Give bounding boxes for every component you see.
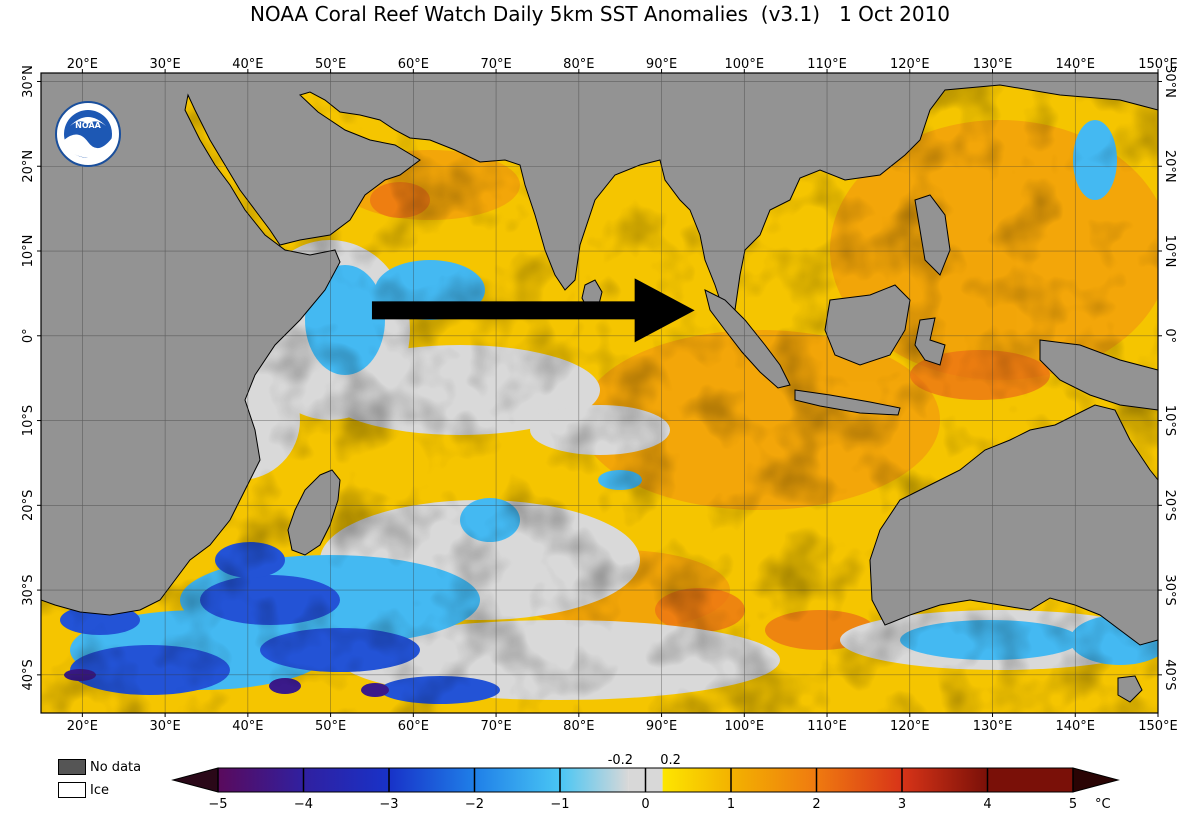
colorbar-segment [731,768,817,792]
no-data-swatch [58,759,86,775]
colorbar-minor-label: 0.2 [660,753,681,768]
lat-label-right: 30°S [1162,574,1177,605]
lon-label-top: 130°E [973,57,1013,72]
lat-label-left: 20°S [21,490,36,521]
colorbar-segment [662,768,731,792]
lon-label-bottom: 130°E [973,719,1013,734]
no-data-label: No data [90,759,142,775]
lon-label-bottom: 100°E [725,719,765,734]
lat-label-right: 10°S [1162,405,1177,436]
lat-label-right: 10°N [1162,235,1177,268]
lat-label-left: 0° [21,328,36,343]
philippines [914,194,951,276]
lon-label-bottom: 110°E [807,719,847,734]
colorbar-tick-label: −5 [208,797,227,812]
graticule [41,73,1158,713]
lon-label-top: 30°E [149,57,180,72]
lat-label-left: 10°N [21,235,36,268]
lat-labels-right: 30°N 20°N 10°N 0° 10°S 20°S 30°S 40°S [1158,65,1177,691]
lon-label-bottom: 140°E [1055,719,1095,734]
colorbar-tick-label: 2 [812,797,820,812]
java [794,389,901,416]
lat-label-right: 0° [1162,328,1177,343]
colorbar-tick-label: 0 [641,797,649,812]
sumatra [704,289,791,389]
lon-label-top: 140°E [1055,57,1095,72]
lon-label-top: 150°E [1138,57,1178,72]
colorbar-tick-label: 5 [1069,797,1077,812]
arrow-right-icon [371,278,695,343]
lon-label-bottom: 60°E [398,719,429,734]
lon-label-bottom: 40°E [232,719,263,734]
lon-label-top: 80°E [563,57,594,72]
colorbar-tick-label: −2 [465,797,484,812]
colorbar-tick-label: −1 [550,797,569,812]
legend-no-data: No data [58,759,141,775]
lon-label-top: 40°E [232,57,263,72]
lon-label-bottom: 20°E [67,719,98,734]
colorbar-segment [218,768,304,792]
lon-label-top: 100°E [725,57,765,72]
colorbar-minor-label: -0.2 [608,753,633,768]
lon-label-bottom: 150°E [1138,719,1178,734]
legend-ice: Ice [58,782,109,798]
tasmania [1117,675,1143,703]
lat-label-right: 40°S [1162,659,1177,690]
colorbar-segment [303,768,389,792]
madagascar [287,469,341,556]
lon-label-top: 70°E [480,57,511,72]
noaa-logo-icon: NOAA [55,101,121,167]
lat-label-left: 10°S [21,405,36,436]
colorbar-segment [987,768,1073,792]
lon-labels-bottom: 20°E 30°E 40°E 50°E 60°E 70°E 80°E 90°E 100°E 110… [67,713,1178,734]
lon-label-bottom: 30°E [149,719,180,734]
australia [869,404,1158,646]
colorbar-tick-label: −3 [379,797,398,812]
lon-label-top: 60°E [398,57,429,72]
lon-label-top: 90°E [646,57,677,72]
colorbar-unit-label: °C [1095,797,1111,812]
ice-swatch [58,782,86,798]
lat-label-left: 30°S [21,574,36,605]
colorbar-tick-label: −4 [294,797,313,812]
lon-label-bottom: 90°E [646,719,677,734]
map-title: NOAA Coral Reef Watch Daily 5km SST Anom… [249,2,951,26]
lon-labels-top: 20°E 30°E 40°E 50°E 60°E 70°E 80°E 90°E 100°E 110… [67,57,1178,73]
lat-label-left: 20°N [21,150,36,183]
lon-label-top: 50°E [315,57,346,72]
borneo [824,284,911,366]
colorbar-segment [902,768,988,792]
colorbar-tick-label: 4 [983,797,991,812]
lon-label-bottom: 70°E [480,719,511,734]
lat-label-right: 20°N [1162,150,1177,183]
new-guinea [1039,339,1158,411]
lat-label-right: 20°S [1162,490,1177,521]
ice-label: Ice [90,782,109,798]
colorbar-segment [389,768,475,792]
colorbar-segment [816,768,902,792]
colorbar: −5 −4 −3 −2 −1 0 1 2 3 4 5 -0.2 0.2 °C [171,753,1120,812]
svg-text:NOAA: NOAA [75,121,101,130]
lat-labels-left: 30°N 20°N 10°N 0° 10°S 20°S 30°S 40°S [21,65,41,691]
lat-label-left: 30°N [21,65,36,98]
lon-label-top: 120°E [890,57,930,72]
lon-label-bottom: 50°E [315,719,346,734]
land-masses [41,73,1158,703]
africa-asia-landmass [41,73,1158,616]
map-frame [40,72,1159,714]
lat-label-left: 40°S [21,659,36,690]
lon-label-top: 20°E [67,57,98,72]
colorbar-segment [474,768,560,792]
lon-label-bottom: 80°E [563,719,594,734]
lon-label-bottom: 120°E [890,719,930,734]
lat-label-right: 30°N [1162,65,1177,98]
colorbar-segment [560,768,629,792]
sulawesi [914,317,946,366]
colorbar-tick-label: 3 [898,797,906,812]
colorbar-tick-label: 1 [727,797,735,812]
lon-label-top: 110°E [807,57,847,72]
